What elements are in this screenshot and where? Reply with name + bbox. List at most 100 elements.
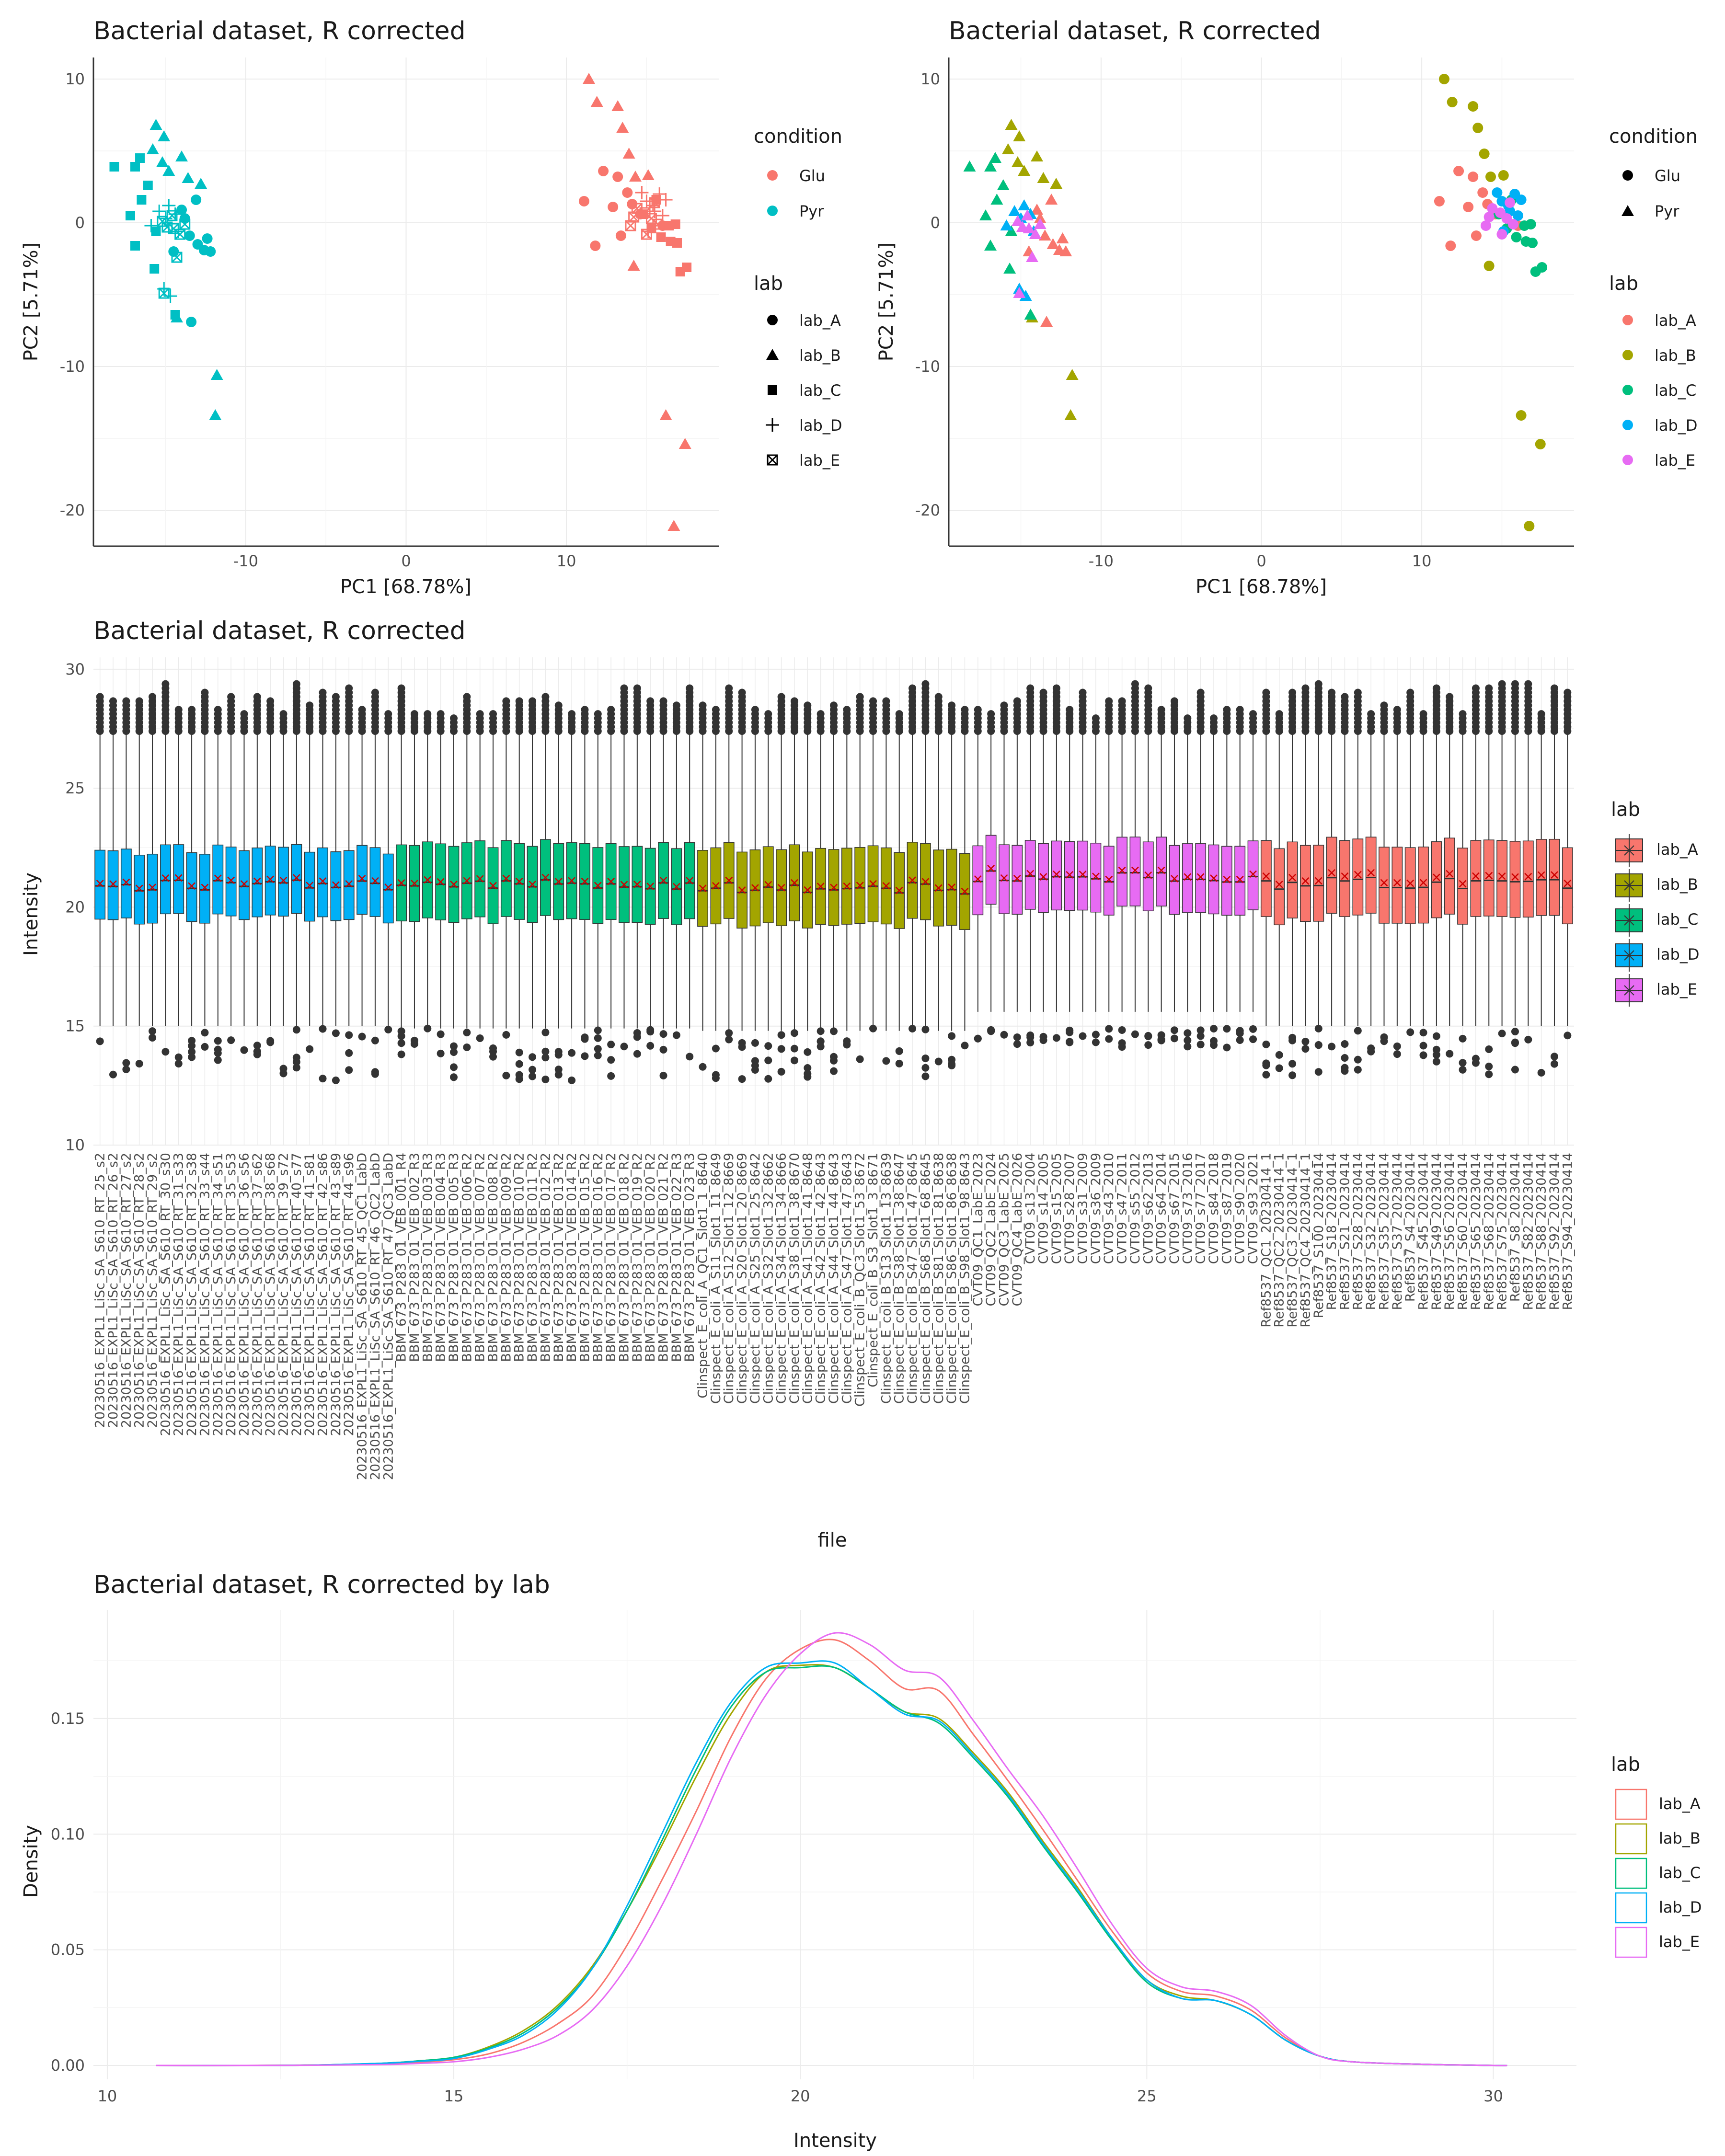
file-label: CVT09_s36_2009	[1089, 1153, 1104, 1264]
box-lab-e	[1038, 844, 1048, 913]
outlier-point	[1144, 685, 1152, 692]
box-lab-d	[226, 847, 236, 916]
boxplot-title: Bacterial dataset, R corrected	[93, 617, 466, 645]
outlier-point	[581, 1052, 588, 1060]
outlier-point	[712, 706, 720, 713]
file-label: BBM_673_P283_01_VEB_020_R2	[643, 1153, 658, 1362]
data-point	[1484, 261, 1495, 271]
file-label: BBM_673_P283_01_VEB_016_R2	[591, 1153, 606, 1362]
legend-condition-title: condition	[754, 126, 842, 148]
box-lab-a	[1340, 840, 1350, 917]
outlier-point	[516, 697, 523, 705]
file-label: BBM_673_P283_01_VEB_015_R2	[577, 1153, 592, 1362]
outlier-point	[660, 1072, 667, 1079]
outlier-point	[1262, 1071, 1270, 1078]
data-point	[1468, 172, 1478, 182]
legend-glu-label: Glu	[799, 167, 825, 185]
file-label: Ref8537_S21_20230414	[1337, 1153, 1352, 1310]
outlier-point	[437, 1050, 445, 1057]
outlier-point	[1223, 1044, 1230, 1051]
outlier-point	[253, 693, 261, 700]
file-label: Ref8537_S68_20230414	[1482, 1153, 1496, 1310]
x-tick-label: 0	[401, 552, 411, 570]
file-label: BBM_673_P283_01_VEB_005_R3	[447, 1153, 461, 1362]
y-tick-label: 10	[920, 70, 940, 88]
outlier-point	[371, 688, 379, 696]
outlier-point	[882, 697, 890, 705]
outlier-point	[214, 1046, 222, 1054]
outlier-point	[1000, 1031, 1008, 1039]
box-lab-e	[1208, 845, 1219, 914]
y-tick-label: 0.15	[51, 1709, 85, 1728]
legend-lab-e-swatch	[1622, 455, 1633, 465]
box-lab-d	[357, 845, 367, 914]
y-tick-label: 10	[65, 70, 85, 88]
outlier-point	[620, 685, 628, 692]
outlier-point	[778, 1031, 785, 1039]
data-point	[1516, 195, 1527, 205]
box-lab-d	[147, 854, 157, 923]
file-label: CVT09_s13_2004	[1023, 1153, 1038, 1264]
outlier-point	[1393, 1050, 1401, 1058]
box-lab-d	[252, 848, 262, 917]
file-label: Ref8537_S60_20230414	[1456, 1153, 1471, 1310]
file-label: 20230516_EXPL1_LiSc_SA_S610_RT_43_s89	[329, 1153, 344, 1436]
outlier-point	[293, 680, 300, 688]
box-lab-a	[1497, 840, 1507, 917]
outlier-point	[384, 1026, 392, 1033]
outlier-point	[594, 710, 602, 718]
box-lab-e	[1169, 846, 1179, 915]
pca-lab-title: Bacterial dataset, R corrected	[949, 17, 1321, 46]
outlier-point	[109, 1071, 117, 1078]
density-x-label: Intensity	[794, 2130, 877, 2152]
legend-color-lab-b-label: lab_B	[1655, 346, 1696, 365]
data-point	[130, 241, 140, 251]
outlier-point	[541, 693, 549, 700]
outlier-point	[1459, 1066, 1467, 1074]
pca-lab-y-label: PC2 [5.71%]	[875, 242, 897, 362]
outlier-point	[568, 710, 575, 718]
file-label: Ref8537_S32_20230414	[1364, 1153, 1379, 1310]
file-label: BBM_673_P283_01_VEB_006_R2	[460, 1153, 474, 1362]
outlier-point	[502, 1072, 510, 1079]
file-label: Clinspect_E_coli_B_S3_Slot1_3_8671	[866, 1153, 881, 1388]
outlier-point	[1040, 1033, 1047, 1041]
outlier-point	[266, 697, 274, 705]
outlier-point	[791, 1045, 798, 1053]
data-point	[672, 238, 682, 248]
box-lab-e	[1104, 846, 1114, 915]
box-lab-e	[1235, 846, 1245, 915]
outlier-point	[1354, 1066, 1362, 1074]
box-lab-a	[1418, 847, 1428, 923]
outlier-point	[1118, 697, 1126, 705]
file-label: CVT09_s43_2010	[1102, 1153, 1116, 1264]
data-point	[1481, 220, 1491, 231]
outlier-point	[1105, 1035, 1113, 1043]
file-label: 20230516_EXPL1_LiSc_SA_S610_RT_47_QC3_La…	[381, 1153, 396, 1480]
outlier-point	[1000, 701, 1008, 709]
data-point	[143, 181, 153, 190]
file-label: Clinspect_E_coli_A_S42_Slot1_42_8643	[814, 1153, 828, 1404]
outlier-point	[1118, 1026, 1126, 1034]
y-tick-label: 0	[931, 214, 940, 232]
outlier-point	[607, 706, 615, 713]
box-lab-e	[1117, 837, 1127, 906]
outlier-point	[1066, 706, 1073, 713]
outlier-point	[1210, 1037, 1218, 1045]
outlier-point	[411, 1040, 418, 1048]
outlier-point	[1158, 706, 1165, 713]
outlier-point	[882, 1057, 890, 1065]
x-tick-label: 25	[1137, 2087, 1157, 2105]
file-label: Clinspect_E_coli_B_S86_Slot1_86_8638	[944, 1153, 959, 1404]
data-point	[151, 227, 161, 236]
file-label: Ref8537_S37_20230414	[1390, 1153, 1405, 1310]
outlier-point	[830, 701, 838, 709]
outlier-point	[869, 1025, 877, 1032]
outlier-point	[1446, 693, 1453, 700]
outlier-point	[1249, 1025, 1257, 1033]
outlier-point	[1223, 1025, 1230, 1032]
x-tick-label: 10	[98, 2087, 117, 2105]
data-point	[1505, 197, 1515, 208]
outlier-point	[673, 1032, 680, 1039]
data-point	[1471, 230, 1482, 241]
